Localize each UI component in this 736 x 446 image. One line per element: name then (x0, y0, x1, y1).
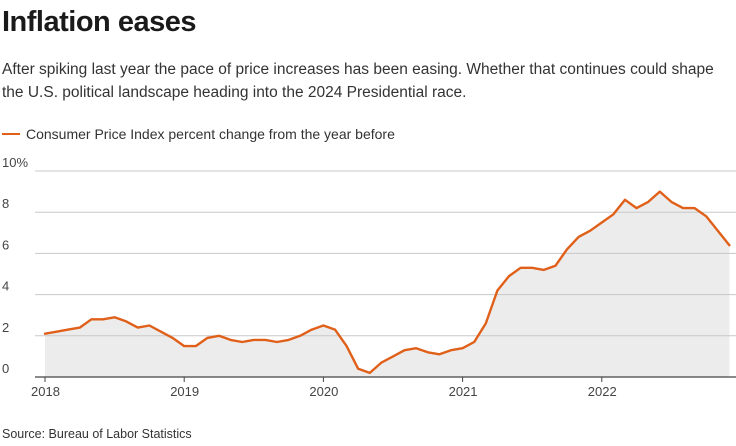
legend-label: Consumer Price Index percent change from… (26, 126, 395, 142)
chart-title: Inflation eases (2, 6, 196, 38)
y-tick-label: 10% (2, 155, 28, 170)
area-fill (45, 191, 730, 377)
y-tick-label: 4 (2, 279, 9, 294)
y-tick-label: 6 (2, 237, 9, 252)
legend: Consumer Price Index percent change from… (2, 126, 395, 142)
x-tick-label: 2019 (170, 384, 199, 399)
cpi-series-line (43, 190, 731, 375)
line-chart: 0 2 4 6 8 10% 2018 2019 2020 2021 2022 (2, 155, 736, 399)
y-tick-label: 8 (2, 196, 9, 211)
source-note: Source: Bureau of Labor Statistics (2, 427, 192, 441)
y-tick-label: 2 (2, 320, 9, 335)
x-tick-label: 2018 (31, 384, 60, 399)
x-tick-label: 2020 (309, 384, 338, 399)
legend-line-swatch (2, 132, 20, 136)
chart-subtitle: After spiking last year the pace of pric… (2, 61, 714, 101)
x-tick-label: 2021 (449, 384, 478, 399)
y-tick-label: 0 (2, 361, 9, 376)
x-tick-label: 2022 (588, 384, 617, 399)
